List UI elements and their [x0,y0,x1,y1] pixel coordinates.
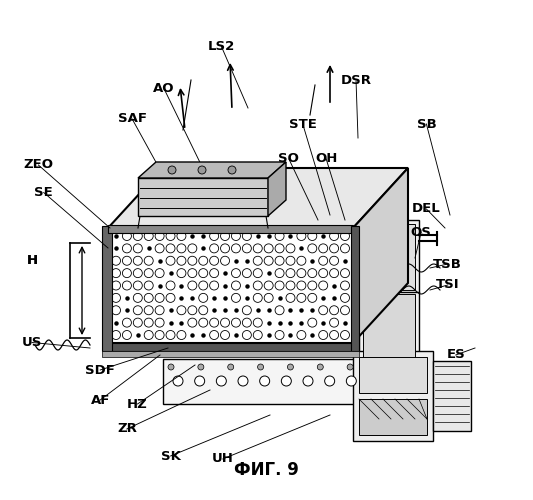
Circle shape [195,376,205,386]
Text: OH: OH [315,152,337,166]
Circle shape [303,376,313,386]
Polygon shape [351,226,359,351]
Text: OS: OS [410,226,432,239]
Polygon shape [108,225,353,233]
Text: LS2: LS2 [207,40,235,52]
Circle shape [173,376,183,386]
Text: H: H [27,254,37,266]
Circle shape [168,364,174,370]
Text: HZ: HZ [127,398,148,410]
Text: UH: UH [212,452,234,466]
Polygon shape [163,359,388,404]
Circle shape [216,376,227,386]
Circle shape [168,166,176,174]
Circle shape [368,376,378,386]
Polygon shape [363,224,415,290]
Circle shape [198,166,206,174]
Text: H: H [27,254,37,266]
Circle shape [325,376,335,386]
Circle shape [317,364,324,370]
Polygon shape [108,168,408,228]
Text: SE: SE [34,186,53,199]
Polygon shape [102,226,112,351]
Text: SB: SB [416,118,437,130]
Text: DSR: DSR [341,74,372,88]
Polygon shape [359,220,419,365]
Text: US: US [22,336,42,349]
Polygon shape [138,178,268,216]
Text: TSI: TSI [436,278,459,291]
Circle shape [287,364,294,370]
Text: DEL: DEL [412,202,441,215]
Text: STE: STE [289,118,317,130]
Polygon shape [433,361,471,431]
Text: AF: AF [91,394,110,406]
Circle shape [346,376,357,386]
Circle shape [228,166,236,174]
Circle shape [347,364,353,370]
Circle shape [260,376,270,386]
Circle shape [198,364,204,370]
Text: ZEO: ZEO [23,158,53,172]
Circle shape [238,376,248,386]
Polygon shape [353,351,433,441]
Circle shape [257,364,264,370]
Text: SAF: SAF [118,112,147,126]
Polygon shape [108,343,353,351]
Polygon shape [353,168,408,343]
Text: ES: ES [446,348,465,362]
Polygon shape [363,294,415,361]
Polygon shape [102,351,359,357]
Circle shape [377,364,383,370]
Polygon shape [268,162,286,216]
Text: AO: AO [154,82,175,96]
Text: SDF: SDF [85,364,115,376]
Text: ФИГ. 9: ФИГ. 9 [234,461,299,479]
Polygon shape [138,162,286,178]
Text: TSB: TSB [433,258,462,270]
Circle shape [228,364,233,370]
Text: SK: SK [160,450,181,462]
Polygon shape [359,357,427,393]
Circle shape [281,376,292,386]
Text: SO: SO [278,152,300,166]
Polygon shape [359,399,427,435]
Text: ZR: ZR [117,422,137,436]
